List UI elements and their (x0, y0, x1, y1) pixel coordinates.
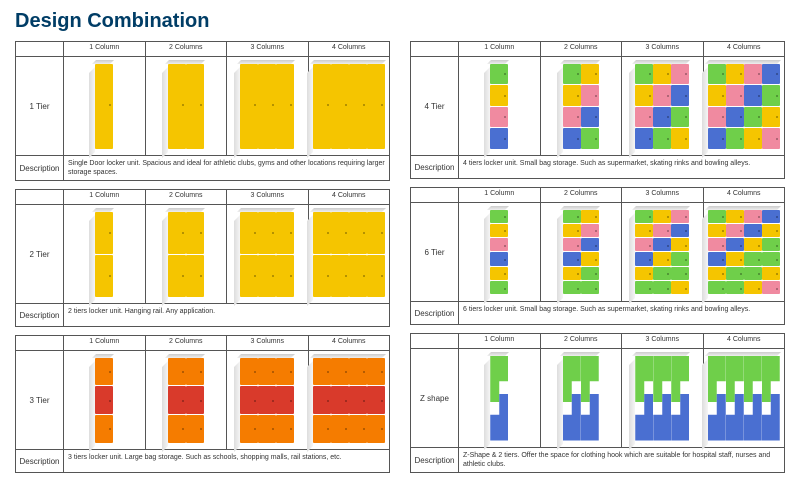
locker-image-cell (64, 57, 145, 155)
locker-image-cell (540, 349, 622, 447)
description-text: Z-Shape & 2 tiers. Offer the space for c… (459, 448, 784, 472)
locker-image-cell (308, 205, 390, 303)
description-label: Description (16, 450, 64, 472)
column-header: 3 Columns (226, 190, 308, 204)
tier-block: 1 Column2 Columns3 Columns4 Columns 4 Tie… (410, 41, 785, 179)
locker-image-cell (621, 349, 703, 447)
description-label: Description (411, 448, 459, 472)
empty-label-cell (411, 334, 459, 348)
tier-grid: 1 Column2 Columns3 Columns4 Columns1 Tie… (15, 41, 785, 473)
column-header: 1 Column (459, 188, 540, 202)
description-label: Description (411, 302, 459, 324)
empty-label-cell (411, 42, 459, 56)
empty-label-cell (16, 190, 64, 204)
locker-image-cell (540, 203, 622, 301)
locker-image-cell (226, 205, 308, 303)
column-header: 4 Columns (308, 42, 390, 56)
description-text: 2 tiers locker unit. Hanging rail. Any a… (64, 304, 389, 326)
locker-image-cell (308, 57, 390, 155)
description-text: Single Door locker unit. Spacious and id… (64, 156, 389, 180)
column-header: 4 Columns (308, 190, 390, 204)
column-header: 4 Columns (308, 336, 390, 350)
column-header: 3 Columns (226, 42, 308, 56)
column-header: 1 Column (459, 42, 540, 56)
tier-block: 1 Column2 Columns3 Columns4 Columns 1 Tie… (15, 41, 390, 181)
locker-image-cell (459, 57, 540, 155)
tier-label: 2 Tier (16, 205, 64, 303)
description-label: Description (411, 156, 459, 178)
empty-label-cell (16, 42, 64, 56)
locker-image-cell (145, 205, 227, 303)
description-text: 6 tiers locker unit. Small bag storage. … (459, 302, 784, 324)
column-header: 3 Columns (621, 188, 703, 202)
description-text: 3 tiers locker unit. Large bag storage. … (64, 450, 389, 472)
column-header: 2 Columns (145, 190, 227, 204)
column-header: 3 Columns (621, 42, 703, 56)
tier-block: 1 Column2 Columns3 Columns4 Columns 2 Tie… (15, 189, 390, 327)
locker-image-cell (64, 205, 145, 303)
description-text: 4 tiers locker unit. Small bag storage. … (459, 156, 784, 178)
column-header: 2 Columns (145, 336, 227, 350)
locker-image-cell (459, 203, 540, 301)
column-header: 2 Columns (145, 42, 227, 56)
column-header: 3 Columns (621, 334, 703, 348)
column-header: 1 Column (64, 336, 145, 350)
locker-image-cell (308, 351, 390, 449)
empty-label-cell (411, 188, 459, 202)
locker-image-cell (145, 57, 227, 155)
locker-image-cell (703, 203, 785, 301)
locker-image-cell (621, 57, 703, 155)
locker-image-cell (703, 349, 785, 447)
column-header: 1 Column (64, 42, 145, 56)
tier-label: 3 Tier (16, 351, 64, 449)
tier-label: 6 Tier (411, 203, 459, 301)
locker-image-cell (226, 57, 308, 155)
column-header: 2 Columns (540, 334, 622, 348)
column-header: 4 Columns (703, 188, 785, 202)
locker-image-cell (145, 351, 227, 449)
column-header: 2 Columns (540, 188, 622, 202)
tier-label: 4 Tier (411, 57, 459, 155)
locker-image-cell (703, 57, 785, 155)
column-header: 4 Columns (703, 334, 785, 348)
description-label: Description (16, 156, 64, 180)
empty-label-cell (16, 336, 64, 350)
column-header: 2 Columns (540, 42, 622, 56)
tier-block: 1 Column2 Columns3 Columns4 Columns Z sha… (410, 333, 785, 473)
tier-label: Z shape (411, 349, 459, 447)
description-label: Description (16, 304, 64, 326)
locker-image-cell (540, 57, 622, 155)
column-header: 3 Columns (226, 336, 308, 350)
column-header: 1 Column (64, 190, 145, 204)
tier-label: 1 Tier (16, 57, 64, 155)
locker-image-cell (459, 349, 540, 447)
page-title: Design Combination (15, 10, 785, 33)
locker-image-cell (64, 351, 145, 449)
tier-block: 1 Column2 Columns3 Columns4 Columns 6 Tie… (410, 187, 785, 325)
column-header: 4 Columns (703, 42, 785, 56)
locker-image-cell (226, 351, 308, 449)
locker-image-cell (621, 203, 703, 301)
tier-block: 1 Column2 Columns3 Columns4 Columns 3 Tie… (15, 335, 390, 473)
column-header: 1 Column (459, 334, 540, 348)
